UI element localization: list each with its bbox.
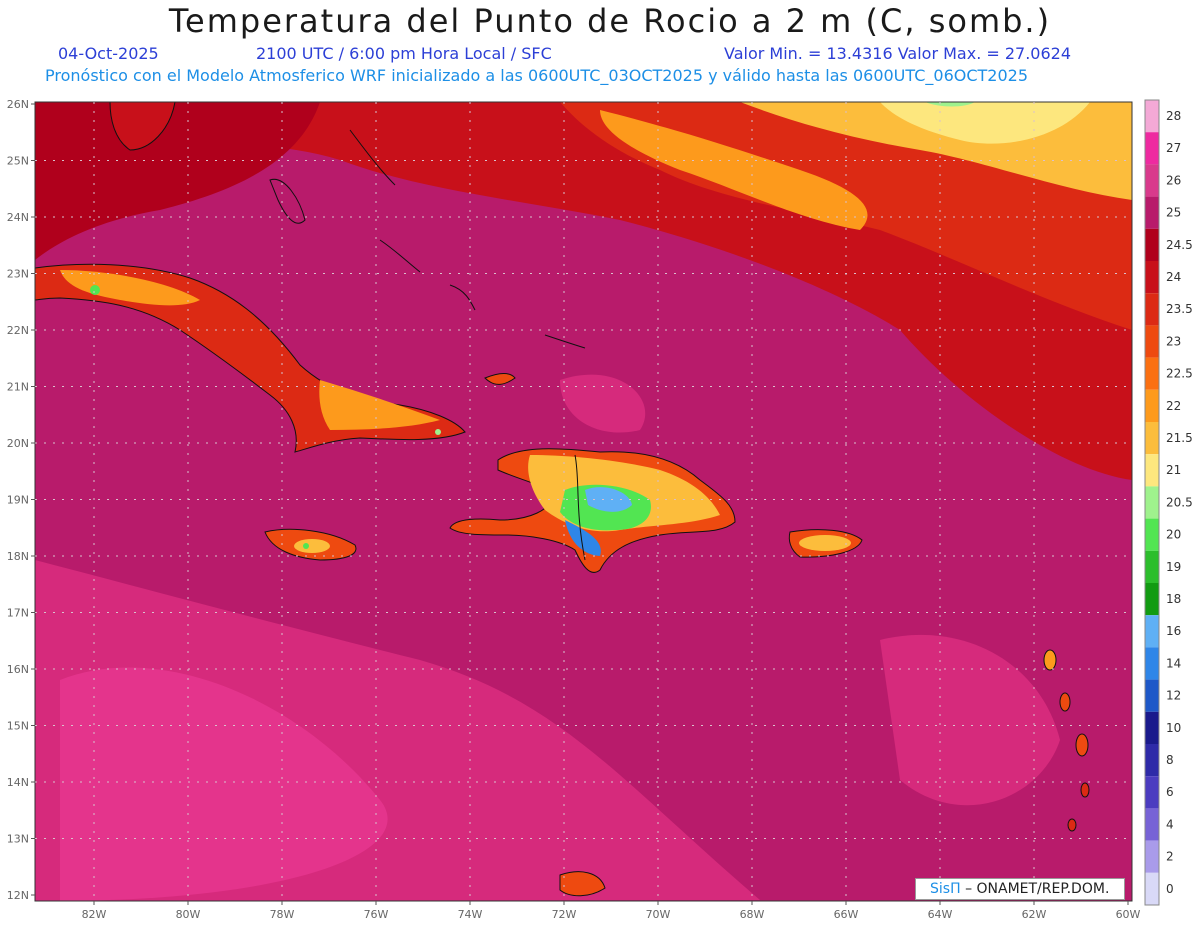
lat-tick-label: 13N [7, 833, 29, 846]
credit-text: – ONAMET/REP.DOM. [965, 881, 1110, 897]
colorbar-swatch [1145, 840, 1159, 873]
colorbar-label: 6 [1166, 785, 1174, 799]
colorbar-label: 16 [1166, 624, 1181, 638]
colorbar-swatch [1145, 422, 1159, 455]
colorbar-swatch [1145, 776, 1159, 809]
colorbar-label: 8 [1166, 753, 1174, 767]
colorbar-swatch [1145, 583, 1159, 616]
lat-tick-label: 22N [7, 324, 29, 337]
lat-tick-label: 20N [7, 437, 29, 450]
colorbar-label: 2 [1166, 850, 1174, 864]
lat-tick-label: 23N [7, 268, 29, 281]
colorbar-swatch [1145, 261, 1159, 294]
colorbar-swatch [1145, 325, 1159, 358]
colorbar-swatch [1145, 679, 1159, 712]
lon-tick-label: 64W [928, 908, 953, 921]
lon-tick-label: 76W [364, 908, 389, 921]
colorbar-swatch [1145, 486, 1159, 519]
colorbar-swatch [1145, 872, 1159, 905]
colorbar-label: 23 [1166, 334, 1181, 348]
map-frame [34, 101, 1133, 902]
colorbar-swatch [1145, 357, 1159, 390]
lat-tick-label: 25N [7, 155, 29, 168]
colorbar-swatch [1145, 744, 1159, 777]
lat-tick-label: 14N [7, 776, 29, 789]
colorbar-label: 21 [1166, 463, 1181, 477]
colorbar-swatch [1145, 293, 1159, 326]
colorbar-swatch [1145, 711, 1159, 744]
lat-tick-label: 16N [7, 663, 29, 676]
colorbar-legend: 2827262524.52423.52322.52221.52120.52019… [1144, 99, 1193, 906]
colorbar-label: 20 [1166, 528, 1181, 542]
lon-tick-label: 66W [834, 908, 859, 921]
colorbar-swatch [1145, 518, 1159, 551]
colorbar-swatch [1145, 164, 1159, 197]
credit-box: SisΠ – ONAMET/REP.DOM. [915, 878, 1125, 900]
colorbar-swatch [1145, 808, 1159, 841]
colorbar-label: 26 [1166, 173, 1181, 187]
colorbar-label: 21.5 [1166, 431, 1193, 445]
lat-tick-label: 26N [7, 98, 29, 111]
lat-tick-label: 12N [7, 889, 29, 902]
colorbar-label: 28 [1166, 109, 1181, 123]
colorbar-swatch [1145, 132, 1159, 165]
lat-tick-label: 19N [7, 494, 29, 507]
colorbar-label: 25 [1166, 206, 1181, 220]
colorbar-swatch [1145, 100, 1159, 133]
colorbar-swatch [1145, 196, 1159, 229]
colorbar-swatch [1145, 228, 1159, 261]
colorbar-swatch [1145, 647, 1159, 680]
colorbar-label: 19 [1166, 560, 1181, 574]
min-max-values: Valor Min. = 13.4316 Valor Max. = 27.062… [724, 44, 1072, 63]
sispi-logo: SisΠ [930, 881, 961, 897]
lon-tick-label: 70W [646, 908, 671, 921]
model-info: Pronóstico con el Modelo Atmosferico WRF… [45, 66, 1029, 85]
colorbar-label: 22 [1166, 399, 1181, 413]
lat-tick-label: 21N [7, 381, 29, 394]
colorbar-label: 4 [1166, 817, 1174, 831]
valid-time: 2100 UTC / 6:00 pm Hora Local / SFC [256, 44, 552, 63]
lat-tick-label: 17N [7, 607, 29, 620]
puerto-rico-island [788, 529, 863, 558]
colorbar-label: 27 [1166, 141, 1181, 155]
forecast-date: 04-Oct-2025 [58, 44, 159, 63]
lon-tick-label: 60W [1116, 908, 1141, 921]
colorbar-swatch [1145, 615, 1159, 648]
colorbar-frame [1144, 99, 1160, 906]
colorbar-swatch [1145, 389, 1159, 422]
longitude-axis: 82W 80W 78W 76W 74W 72W 70W 68W 66W 64W 62W 60W [82, 901, 1141, 921]
map-title: Temperatura del Punto de Rocio a 2 m (C,… [168, 2, 1052, 40]
hispaniola-island [449, 448, 736, 573]
colorbar-label: 12 [1166, 689, 1181, 703]
colorbar-label: 14 [1166, 656, 1181, 670]
lon-tick-label: 80W [176, 908, 201, 921]
lat-tick-label: 24N [7, 211, 29, 224]
latitude-axis: 26N 25N 24N 23N 22N 21N 20N 19N 18N 17N 16N 15N 14N 1… [7, 98, 35, 902]
colorbar-label: 18 [1166, 592, 1181, 606]
lon-tick-label: 78W [270, 908, 295, 921]
colorbar-label: 23.5 [1166, 302, 1193, 316]
colorbar-swatch [1145, 454, 1159, 487]
colorbar-label: 20.5 [1166, 495, 1193, 509]
colorbar-label: 24 [1166, 270, 1181, 284]
colorbar-label: 24.5 [1166, 238, 1193, 252]
colorbar-label: 22.5 [1166, 367, 1193, 381]
colorbar-label: 0 [1166, 882, 1174, 896]
colorbar-swatch [1145, 550, 1159, 583]
lat-tick-label: 18N [7, 550, 29, 563]
colorbar-label: 10 [1166, 721, 1181, 735]
lon-tick-label: 82W [82, 908, 107, 921]
florida-bahamas [109, 102, 606, 897]
lon-tick-label: 68W [740, 908, 765, 921]
lon-tick-label: 72W [552, 908, 577, 921]
lat-tick-label: 15N [7, 720, 29, 733]
jamaica-island [264, 528, 357, 561]
warm-dewpoint-patches [35, 374, 1060, 901]
cuba-island [35, 263, 466, 453]
lesser-antilles [1043, 649, 1090, 832]
lon-tick-label: 74W [458, 908, 483, 921]
lon-tick-label: 62W [1022, 908, 1047, 921]
